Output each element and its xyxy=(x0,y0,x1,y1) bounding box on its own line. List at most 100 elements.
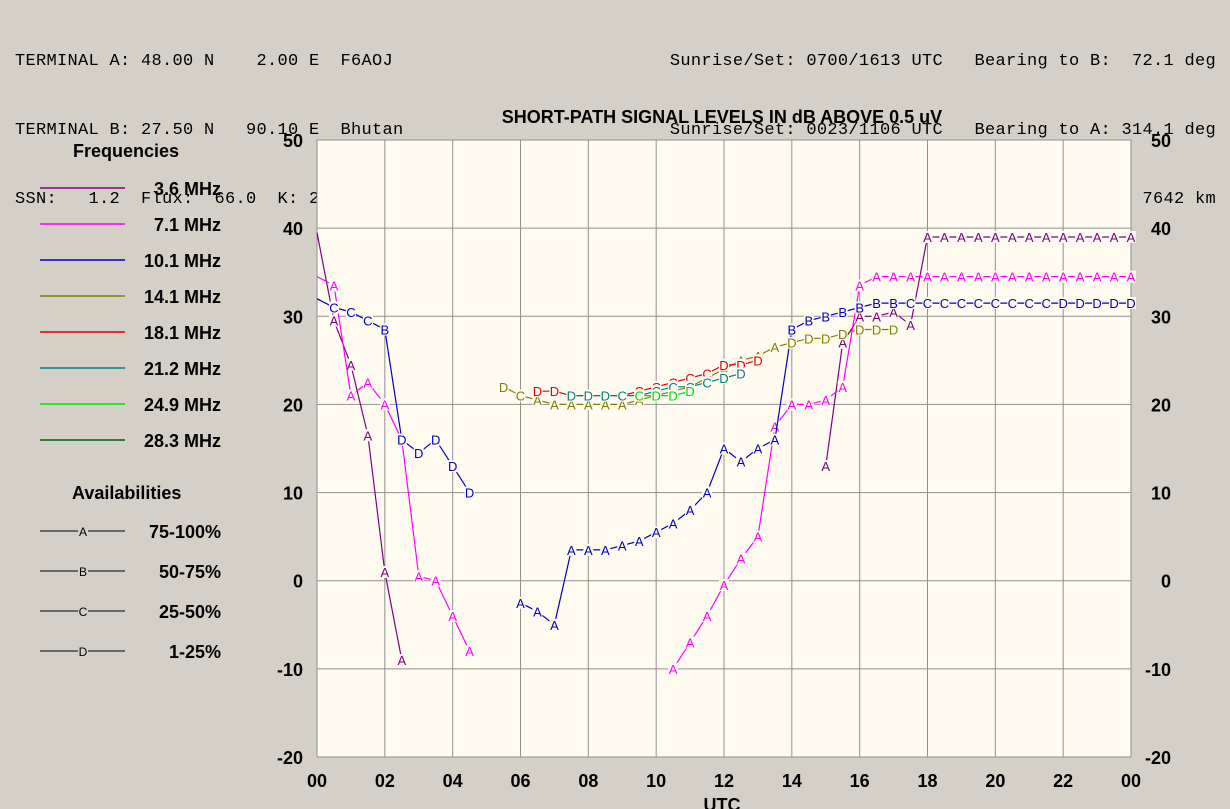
y-tick-label-right: -10 xyxy=(1145,660,1171,680)
x-tick-label: 16 xyxy=(850,771,870,791)
point-marker-bg xyxy=(566,398,577,411)
point-marker: A xyxy=(838,336,847,351)
point-marker-bg xyxy=(973,270,984,283)
point-marker-bg xyxy=(735,552,746,565)
point-marker-bg xyxy=(1007,297,1018,310)
point-marker-bg xyxy=(379,398,390,411)
point-marker-bg xyxy=(752,442,763,455)
point-marker-bg xyxy=(888,270,899,283)
point-marker-bg xyxy=(464,486,475,499)
point-marker: A xyxy=(686,503,695,518)
series-line xyxy=(672,276,1131,670)
point-marker: A xyxy=(533,605,542,620)
point-marker: B xyxy=(872,296,881,311)
point-marker-bg xyxy=(1092,297,1103,310)
x-tick-label: 20 xyxy=(985,771,1005,791)
point-marker-bg xyxy=(1058,270,1069,283)
point-marker: A xyxy=(669,662,678,677)
point-marker: A xyxy=(330,314,339,329)
header-path-info: Sunrise/Set: 0700/1613 UTC Bearing to B:… xyxy=(670,4,1216,234)
legend-availability-symbol-bg xyxy=(78,645,88,657)
legend-availabilities-title: Availabilities xyxy=(72,483,182,503)
point-marker-bg xyxy=(1075,230,1086,243)
point-marker-bg xyxy=(752,530,763,543)
point-marker: D xyxy=(533,384,542,399)
point-marker: A xyxy=(957,270,966,285)
point-marker-bg xyxy=(769,341,780,354)
point-marker: C xyxy=(1025,296,1034,311)
point-marker-bg xyxy=(379,323,390,336)
point-marker: A xyxy=(601,543,610,558)
point-marker-bg xyxy=(888,323,899,336)
point-marker: A xyxy=(347,358,356,373)
point-marker: A xyxy=(923,270,932,285)
point-marker: A xyxy=(1059,230,1068,245)
point-marker: A xyxy=(855,278,864,293)
point-marker-bg xyxy=(702,367,713,380)
point-marker-bg xyxy=(1007,270,1018,283)
point-marker-bg xyxy=(939,297,950,310)
point-marker: D xyxy=(1109,296,1118,311)
point-marker: C xyxy=(957,296,966,311)
point-marker-bg xyxy=(1024,230,1035,243)
x-axis-label: UTC xyxy=(704,795,741,809)
y-tick-label-left: -20 xyxy=(277,748,303,768)
x-tick-label: 18 xyxy=(917,771,937,791)
point-marker: C xyxy=(363,314,372,329)
point-marker: A xyxy=(1059,270,1068,285)
legend-availability-label: 75-100% xyxy=(149,522,221,542)
point-marker: D xyxy=(499,380,508,395)
point-marker-bg xyxy=(651,389,662,402)
point-marker: A xyxy=(414,569,423,584)
point-marker: D xyxy=(838,327,847,342)
point-marker: A xyxy=(1110,230,1119,245)
point-marker-bg xyxy=(515,389,526,402)
point-marker: B xyxy=(380,323,389,338)
y-tick-label-right: 20 xyxy=(1151,395,1171,415)
point-marker-bg xyxy=(583,543,594,556)
point-marker: C xyxy=(1008,296,1017,311)
point-marker-bg xyxy=(685,385,696,398)
point-marker-bg xyxy=(719,442,729,455)
point-marker: C xyxy=(974,296,983,311)
point-marker-bg xyxy=(803,398,814,411)
point-marker-bg xyxy=(1007,230,1018,243)
point-marker-bg xyxy=(973,297,984,310)
point-marker: D xyxy=(1126,296,1135,311)
point-marker-bg xyxy=(820,332,831,345)
point-marker: A xyxy=(1008,230,1017,245)
point-marker-bg xyxy=(871,323,882,336)
point-marker: A xyxy=(669,516,678,531)
point-marker: C xyxy=(702,367,711,382)
point-marker: A xyxy=(720,578,729,593)
point-marker: A xyxy=(1076,230,1085,245)
series-line xyxy=(639,390,691,397)
point-marker-bg xyxy=(668,389,679,402)
legend-frequency-label: 28.3 MHz xyxy=(144,431,221,451)
point-marker: A xyxy=(567,543,576,558)
point-marker-bg xyxy=(1075,297,1086,310)
point-marker-bg xyxy=(600,389,611,402)
point-marker: D xyxy=(431,433,440,448)
point-marker-bg xyxy=(973,230,984,243)
point-marker-bg xyxy=(549,618,560,631)
point-marker: A xyxy=(686,635,695,650)
point-marker-bg xyxy=(328,279,339,292)
point-marker-bg xyxy=(702,486,713,499)
point-marker: A xyxy=(804,397,813,412)
legend-availability-symbol-bg xyxy=(78,525,88,537)
point-marker: A xyxy=(1042,230,1051,245)
legend-availability-label: 25-50% xyxy=(159,602,221,622)
point-marker: A xyxy=(838,380,847,395)
point-marker: A xyxy=(330,278,339,293)
legend-frequency-label: 10.1 MHz xyxy=(144,251,221,271)
point-marker: D xyxy=(397,433,406,448)
point-marker-bg xyxy=(447,460,458,473)
point-marker-bg xyxy=(786,398,797,411)
legend-frequency-label: 18.1 MHz xyxy=(144,323,221,343)
y-tick-label-left: 40 xyxy=(283,219,303,239)
point-marker-bg xyxy=(990,230,1001,243)
point-marker-bg xyxy=(769,420,780,433)
point-marker-bg xyxy=(837,336,848,349)
point-marker-bg xyxy=(1126,270,1136,283)
